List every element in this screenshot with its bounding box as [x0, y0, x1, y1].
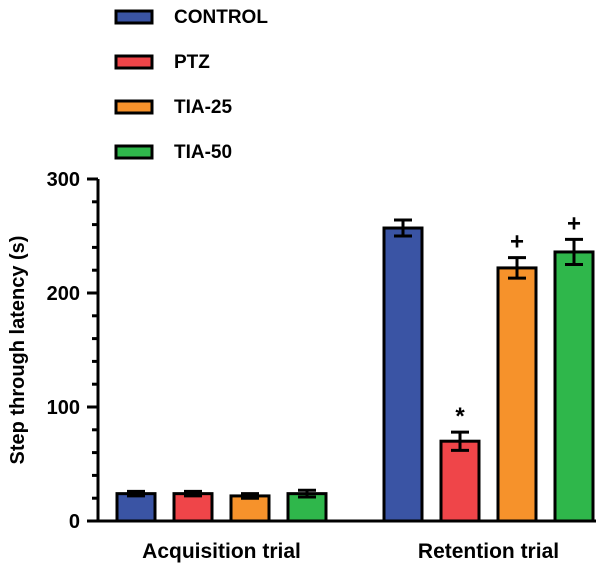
legend-swatch	[114, 54, 154, 70]
legend-label: CONTROL	[174, 7, 268, 28]
bar	[115, 492, 157, 523]
legend-swatch	[114, 99, 154, 115]
significance-marker: +	[510, 229, 524, 256]
significance-marker: +	[567, 210, 581, 237]
bar	[229, 494, 271, 523]
bars: Acquisition trial * + + Retention trial	[115, 210, 595, 563]
legend-label: PTZ	[174, 52, 210, 73]
legend: CONTROL PTZ TIA-25 TIA-50	[114, 7, 268, 163]
y-axis-label: Step through latency (s)	[7, 236, 29, 465]
y-tick-label: 200	[47, 283, 80, 305]
legend-label: TIA-50	[174, 142, 232, 163]
x-category-label: Acquisition trial	[142, 540, 301, 563]
legend-label: TIA-25	[174, 97, 233, 118]
significance-marker: *	[455, 403, 465, 430]
y-tick-label: 100	[47, 397, 80, 419]
y-tick-label: 300	[47, 169, 80, 191]
legend-swatch	[114, 144, 154, 160]
bar	[439, 439, 481, 523]
y-tick-label: 0	[69, 511, 80, 533]
x-category-label: Retention trial	[418, 540, 559, 563]
bar	[553, 250, 595, 523]
bar	[172, 492, 214, 523]
bar	[382, 226, 424, 523]
legend-swatch	[114, 9, 154, 25]
bar	[496, 266, 538, 523]
